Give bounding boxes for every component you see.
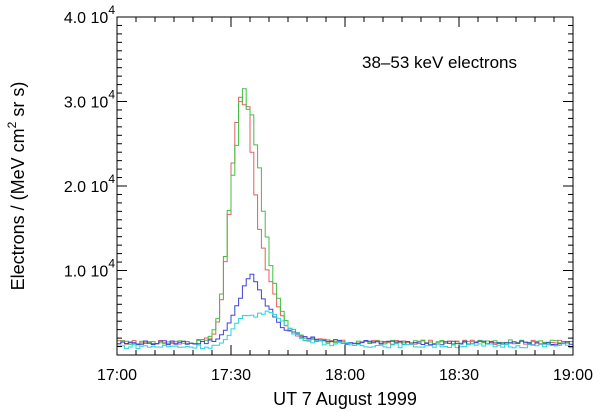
series-line-2 — [117, 273, 573, 346]
ticks-layer — [116, 16, 574, 355]
x-axis-title: UT 7 August 1999 — [273, 389, 417, 409]
y-tick-label-3: 4.0 104 — [64, 3, 115, 27]
x-tick-label-3: 18:30 — [439, 367, 479, 384]
y-axis-title: Electrons / (MeV cm2 sr s) — [5, 82, 28, 291]
y-tick-label-0: 1.0 104 — [64, 257, 115, 281]
x-tick-label-1: 17:30 — [211, 367, 251, 384]
y-tick-label-2: 3.0 104 — [64, 88, 115, 112]
y-axis-title-group: Electrons / (MeV cm2 sr s) — [5, 82, 28, 291]
chart-annotation: 38–53 keV electrons — [362, 53, 517, 72]
series-layer — [117, 88, 573, 350]
y-axis-title-sup: 2 — [5, 121, 19, 128]
x-tick-label-2: 18:00 — [325, 367, 365, 384]
y-axis-title-part1: Electrons / (MeV cm — [8, 128, 28, 290]
x-tick-label-4: 19:00 — [553, 367, 593, 384]
series-line-1 — [117, 88, 573, 345]
y-axis-title-part2: sr s) — [8, 82, 28, 122]
x-tick-label-0: 17:00 — [97, 367, 137, 384]
y-tick-label-1: 2.0 104 — [64, 172, 115, 196]
series-line-3 — [117, 310, 573, 350]
series-line-0 — [117, 96, 573, 345]
labels-layer: 17:00 17:30 18:00 18:30 19:00 1.0 104 2.0 104 3… — [64, 3, 593, 384]
